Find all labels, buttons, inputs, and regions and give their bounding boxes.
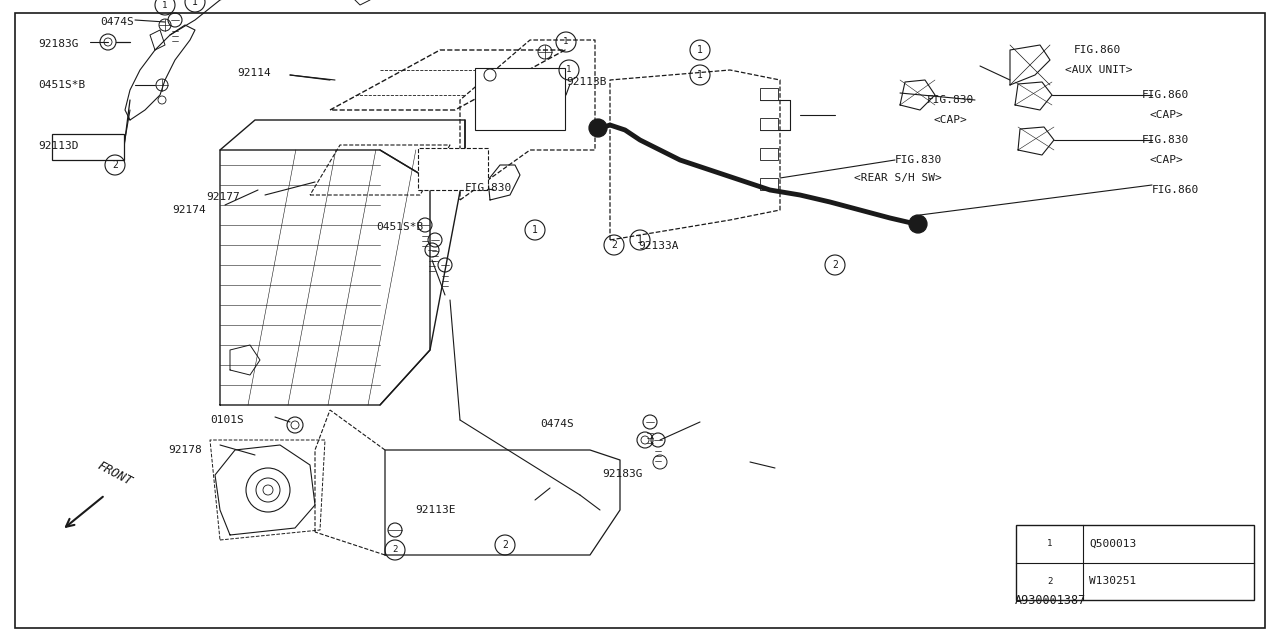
Text: 92114: 92114 xyxy=(237,68,271,78)
Text: Q500013: Q500013 xyxy=(1089,539,1137,548)
Text: 0451S*B: 0451S*B xyxy=(376,222,424,232)
Text: 2: 2 xyxy=(113,160,118,170)
Text: FIG.830: FIG.830 xyxy=(465,183,512,193)
Text: 1: 1 xyxy=(566,65,572,74)
Text: 92113E: 92113E xyxy=(415,505,456,515)
Text: A930001387: A930001387 xyxy=(1015,593,1087,607)
Text: 2: 2 xyxy=(1047,577,1052,586)
Text: <AUX UNIT>: <AUX UNIT> xyxy=(1065,65,1133,75)
Text: 1: 1 xyxy=(1047,539,1052,548)
Text: <CAP>: <CAP> xyxy=(1149,110,1184,120)
Bar xyxy=(475,68,564,130)
Text: <CAP>: <CAP> xyxy=(934,115,968,125)
Text: 92113D: 92113D xyxy=(38,141,78,151)
Text: FIG.830: FIG.830 xyxy=(927,95,974,105)
Text: 0101S: 0101S xyxy=(210,415,243,425)
Text: 1: 1 xyxy=(532,225,538,235)
Text: FRONT: FRONT xyxy=(95,459,134,488)
Text: 1: 1 xyxy=(192,0,198,7)
Bar xyxy=(760,88,778,100)
Text: FIG.830: FIG.830 xyxy=(1142,135,1189,145)
Text: 1: 1 xyxy=(637,235,643,245)
Text: 2: 2 xyxy=(832,260,838,270)
Text: 92178: 92178 xyxy=(168,445,202,455)
Text: 1: 1 xyxy=(163,1,168,10)
Text: <REAR S/H SW>: <REAR S/H SW> xyxy=(854,173,942,183)
Text: 92174: 92174 xyxy=(172,205,206,215)
Bar xyxy=(760,148,778,160)
Text: 92177: 92177 xyxy=(206,192,239,202)
Text: 92113B: 92113B xyxy=(566,77,607,87)
Text: FIG.830: FIG.830 xyxy=(895,155,942,165)
Text: 1: 1 xyxy=(698,45,703,55)
Text: W130251: W130251 xyxy=(1089,577,1137,586)
Text: 92183G: 92183G xyxy=(38,39,78,49)
Bar xyxy=(760,118,778,130)
Circle shape xyxy=(909,215,927,233)
Text: 92133A: 92133A xyxy=(637,241,678,251)
Text: 2: 2 xyxy=(502,540,508,550)
Text: 1: 1 xyxy=(698,70,703,80)
Text: FIG.860: FIG.860 xyxy=(1152,185,1199,195)
Bar xyxy=(760,178,778,190)
Text: <CAP>: <CAP> xyxy=(1149,155,1184,165)
Bar xyxy=(52,134,124,160)
Circle shape xyxy=(589,119,607,137)
Bar xyxy=(1016,525,1254,600)
Text: 2: 2 xyxy=(392,545,398,554)
Text: 92183G: 92183G xyxy=(602,469,643,479)
Text: 0451S*B: 0451S*B xyxy=(38,80,86,90)
Text: FIG.860: FIG.860 xyxy=(1074,45,1121,55)
Text: FIG.860: FIG.860 xyxy=(1142,90,1189,100)
Text: 0474S: 0474S xyxy=(540,419,573,429)
Text: 2: 2 xyxy=(611,240,617,250)
Text: 0474S: 0474S xyxy=(100,17,133,27)
Bar xyxy=(419,148,488,190)
Text: 1: 1 xyxy=(563,38,568,47)
